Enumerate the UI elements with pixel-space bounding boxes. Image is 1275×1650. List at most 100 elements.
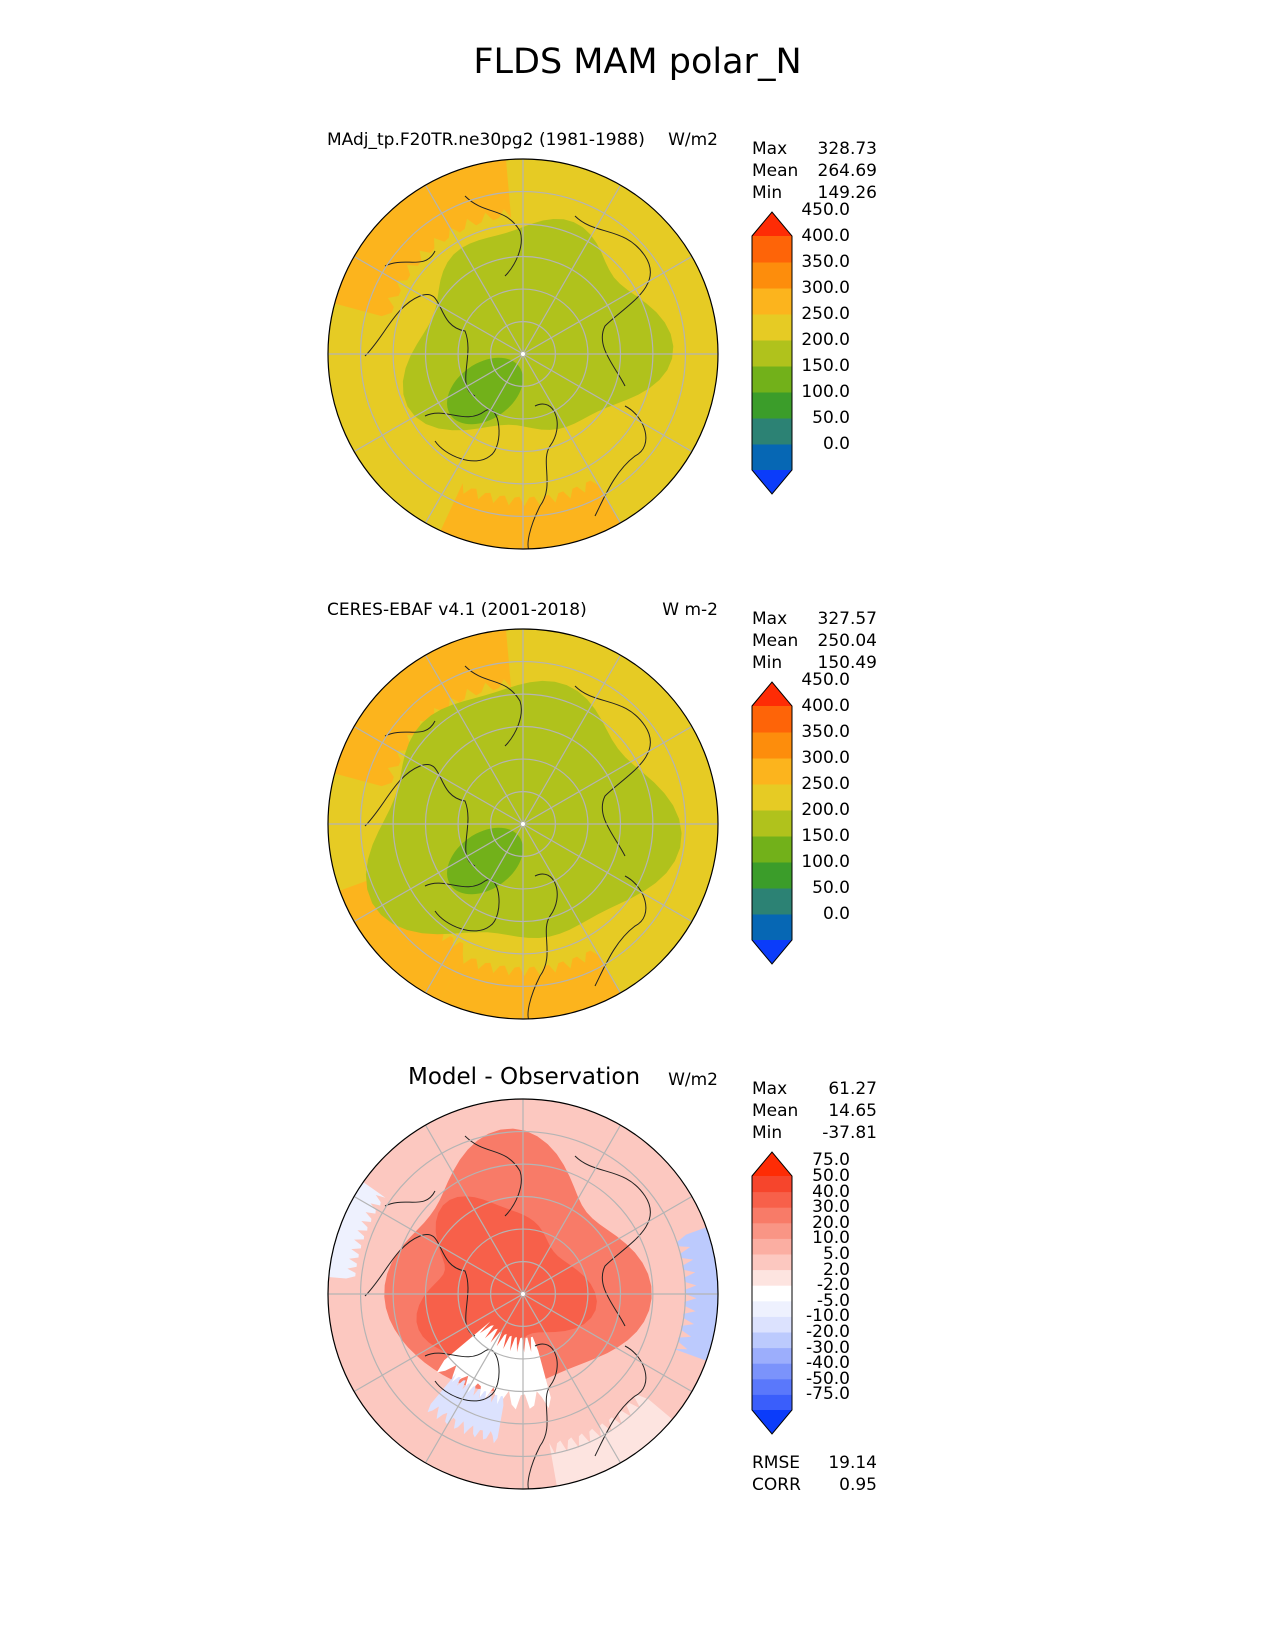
field-region-high	[330, 159, 512, 317]
colorbar-tick-label: 300.0	[801, 278, 850, 298]
colorbar-extend-min	[752, 470, 792, 494]
colorbar-segment	[752, 784, 792, 811]
colorbar-tick-label: 150.0	[801, 826, 850, 846]
colorbar-segment	[752, 888, 792, 915]
colorbar-segment	[752, 392, 792, 419]
colorbar-segment	[752, 418, 792, 445]
colorbar-tick-label: 200.0	[801, 330, 850, 350]
panel-diff-title: Model - Observation	[408, 1064, 641, 1090]
colorbar-segment	[752, 810, 792, 837]
panel-diff-stats: Max 61.27 Mean 14.65 Min -37.81	[752, 1078, 877, 1144]
colorbar-segment	[752, 1378, 792, 1395]
coastline	[594, 1345, 647, 1457]
colorbar-tick-label: 250.0	[801, 304, 850, 324]
panel-diff-units: W/m2	[668, 1070, 718, 1090]
stat-max-label: Max	[752, 1079, 788, 1099]
coastline	[384, 720, 436, 737]
stat-mean-label: Mean	[752, 161, 799, 181]
colorbar-tick-label: -5.0	[816, 1290, 850, 1311]
map-overlays	[328, 159, 718, 549]
stat-mean-value: 264.69	[817, 161, 877, 181]
stat-min-label: Min	[752, 183, 783, 203]
map-boundary	[327, 628, 719, 1020]
colorbar-tick-label: 400.0	[801, 696, 850, 716]
colorbar-tick-label: 5.0	[822, 1244, 850, 1264]
colorbar-segment	[752, 1254, 792, 1271]
coastline	[384, 1190, 436, 1207]
panel-obs-title: CERES-EBAF v4.1 (2001-2018)	[327, 600, 587, 620]
colorbar-tick-label: -50.0	[806, 1368, 850, 1389]
rmse-label: RMSE	[752, 1453, 801, 1473]
colorbar-segment	[752, 1207, 792, 1224]
colorbar-outline	[751, 1151, 793, 1435]
colorbar-tick-label: 0.0	[822, 434, 850, 454]
figure-title: FLDS MAM polar_N	[473, 42, 802, 82]
panel-model-stats: Max 328.73 Mean 264.69 Min 149.26	[752, 138, 877, 204]
colorbar-tick-label: -30.0	[806, 1337, 850, 1358]
coastline	[574, 1155, 651, 1327]
colorbar-tick-label: 200.0	[801, 800, 850, 820]
colorbar-segment	[752, 1176, 792, 1193]
colorbar-extend-min	[752, 1410, 792, 1434]
map-boundary	[327, 1098, 719, 1490]
colorbar-segment	[752, 836, 792, 863]
pole-marker	[521, 1292, 525, 1296]
colorbar-extend-max	[752, 212, 792, 236]
field-region-mid	[365, 680, 682, 938]
coastline	[574, 215, 651, 387]
colorbar-segment	[752, 236, 792, 263]
colorbar-segment	[752, 862, 792, 889]
colorbar-tick-label: 350.0	[801, 252, 850, 272]
panel-obs-stats: Max 327.57 Mean 250.04 Min 150.49	[752, 608, 877, 674]
coastline	[364, 293, 476, 397]
colorbar-segment	[752, 1363, 792, 1380]
colorbar-extend-max	[752, 682, 792, 706]
rmse-value: 19.14	[828, 1453, 877, 1473]
stat-max-value: 327.57	[817, 609, 877, 629]
map-boundary	[327, 158, 719, 550]
coastline	[464, 195, 522, 277]
field-region-neutral	[549, 1394, 676, 1489]
colorbar-tick-label: 100.0	[801, 852, 850, 872]
metrics-block: RMSE 19.14 CORR 0.95	[752, 1452, 877, 1496]
colorbar-tick-label: 450.0	[801, 200, 850, 220]
coastline	[364, 1233, 476, 1337]
polar-map-diff	[327, 1098, 719, 1490]
coastline	[464, 1135, 522, 1217]
panel-obs-units: W m-2	[662, 600, 718, 620]
coastline	[527, 403, 558, 549]
colorbar-tick-label: 300.0	[801, 748, 850, 768]
stat-mean-value: 250.04	[817, 631, 877, 651]
stat-min-value: 150.49	[817, 653, 877, 673]
polar-map-model	[327, 158, 719, 550]
field-region-high	[336, 869, 464, 1005]
coastline	[464, 665, 522, 747]
colorbar-segment	[752, 262, 792, 289]
corr-label: CORR	[752, 1475, 801, 1495]
panel-model-units: W/m2	[668, 130, 718, 150]
colorbar-segment	[752, 444, 792, 471]
colorbar-tick-label: 50.0	[812, 408, 850, 428]
colorbar-tick-label: 50.0	[812, 1166, 850, 1186]
colorbar-segment	[752, 1238, 792, 1255]
polar-map-obs	[327, 628, 719, 1020]
coastline	[527, 873, 558, 1019]
colorbar-segment	[752, 288, 792, 315]
colorbar-segment	[752, 314, 792, 341]
map-overlays	[328, 1099, 718, 1489]
coastline	[527, 1343, 558, 1489]
coastline	[364, 763, 476, 867]
stat-min-label: Min	[752, 1123, 783, 1143]
coastline	[594, 875, 647, 987]
colorbar-model	[751, 211, 793, 495]
colorbar-tick-label: 75.0	[812, 1150, 850, 1171]
colorbar-tick-label: 350.0	[801, 722, 850, 742]
colorbar-tick-label: -20.0	[806, 1322, 850, 1342]
colorbar-tick-label: 40.0	[812, 1181, 850, 1202]
field-region-negative	[427, 1373, 504, 1444]
stat-max-value: 61.27	[828, 1079, 877, 1099]
colorbar-segment	[752, 1222, 792, 1239]
colorbar-tick-label: 30.0	[812, 1197, 850, 1218]
coastline	[574, 685, 651, 857]
colorbar-tick-label: 2.0	[822, 1259, 850, 1280]
